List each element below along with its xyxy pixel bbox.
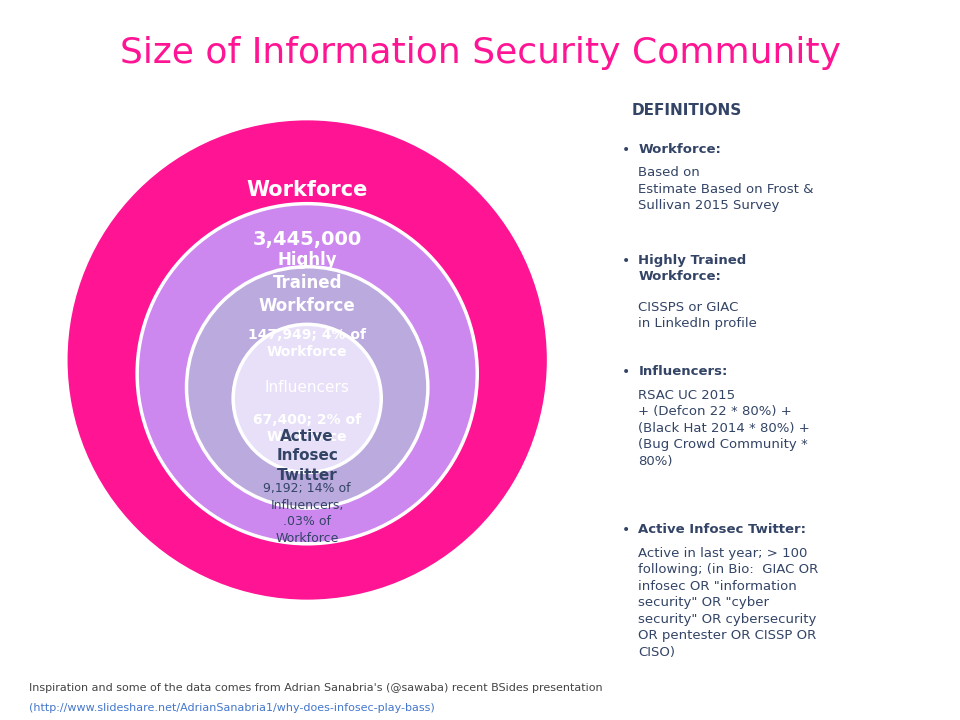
Text: Influencers:: Influencers: xyxy=(638,365,728,378)
Text: •: • xyxy=(621,253,630,268)
Text: Workforce: Workforce xyxy=(247,180,368,200)
Ellipse shape xyxy=(233,324,381,472)
Text: •: • xyxy=(621,523,630,537)
Text: (http://www.slideshare.net/AdrianSanabria1/why-does-infosec-play-bass): (http://www.slideshare.net/AdrianSanabri… xyxy=(29,703,435,713)
Text: Highly
Trained
Workforce: Highly Trained Workforce xyxy=(259,251,355,315)
Text: RSAC UC 2015
+ (Defcon 22 * 80%) +
(Black Hat 2014 * 80%) +
(Bug Crowd Community: RSAC UC 2015 + (Defcon 22 * 80%) + (Blac… xyxy=(638,389,810,467)
Text: Active Infosec Twitter:: Active Infosec Twitter: xyxy=(638,523,806,536)
Text: Active
Infosec
Twitter: Active Infosec Twitter xyxy=(276,429,338,482)
Text: Active in last year; > 100
following; (in Bio:  GIAC OR
infosec OR "information
: Active in last year; > 100 following; (i… xyxy=(638,547,819,659)
Text: Highly Trained
Workforce:: Highly Trained Workforce: xyxy=(638,253,747,283)
Text: DEFINITIONS: DEFINITIONS xyxy=(632,103,742,118)
Ellipse shape xyxy=(186,266,428,508)
Text: Inspiration and some of the data comes from Adrian Sanabria's (@sawaba) recent B: Inspiration and some of the data comes f… xyxy=(29,683,603,693)
Text: 9,192; 14% of
Influencers,
.03% of
Workforce: 9,192; 14% of Influencers, .03% of Workf… xyxy=(263,482,351,545)
Text: Based on
Estimate Based on Frost &
Sullivan 2015 Survey: Based on Estimate Based on Frost & Sulli… xyxy=(638,166,814,212)
Text: •: • xyxy=(621,365,630,379)
Text: Influencers: Influencers xyxy=(265,380,349,395)
Text: CISSPS or GIAC
in LinkedIn profile: CISSPS or GIAC in LinkedIn profile xyxy=(638,301,757,330)
Text: Workforce:: Workforce: xyxy=(638,143,721,156)
Ellipse shape xyxy=(66,119,548,601)
Text: •: • xyxy=(621,143,630,156)
Text: 67,400; 2% of
Workforce: 67,400; 2% of Workforce xyxy=(253,413,361,444)
Text: Size of Information Security Community: Size of Information Security Community xyxy=(119,36,841,70)
Text: 3,445,000: 3,445,000 xyxy=(252,230,362,249)
Ellipse shape xyxy=(137,204,477,544)
Text: 147,949; 4% of
Workforce: 147,949; 4% of Workforce xyxy=(249,328,366,359)
